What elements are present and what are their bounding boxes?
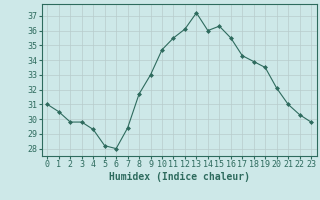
X-axis label: Humidex (Indice chaleur): Humidex (Indice chaleur) — [109, 172, 250, 182]
